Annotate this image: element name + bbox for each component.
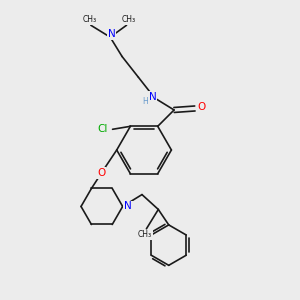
Text: N: N	[108, 29, 116, 39]
Text: Cl: Cl	[98, 124, 108, 134]
Text: N: N	[124, 202, 132, 212]
Text: CH₃: CH₃	[122, 15, 136, 24]
Text: CH₃: CH₃	[83, 15, 97, 24]
Text: CH₃: CH₃	[138, 230, 152, 239]
Text: N: N	[148, 92, 156, 102]
Text: O: O	[97, 168, 105, 178]
Text: O: O	[197, 102, 206, 112]
Text: H: H	[142, 98, 148, 106]
